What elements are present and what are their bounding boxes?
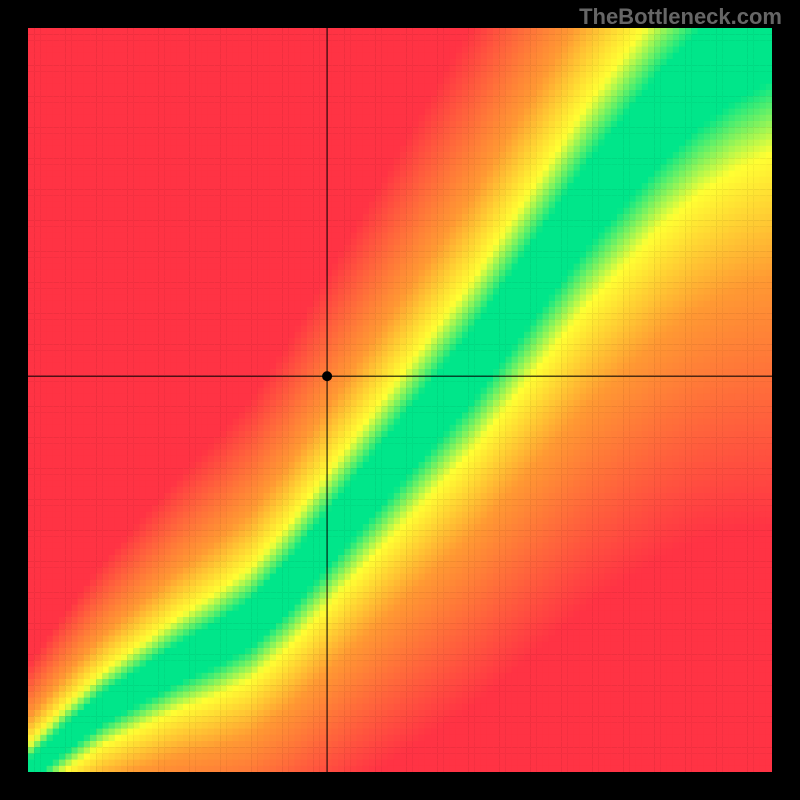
bottleneck-heatmap — [28, 28, 772, 772]
watermark: TheBottleneck.com — [579, 4, 782, 30]
